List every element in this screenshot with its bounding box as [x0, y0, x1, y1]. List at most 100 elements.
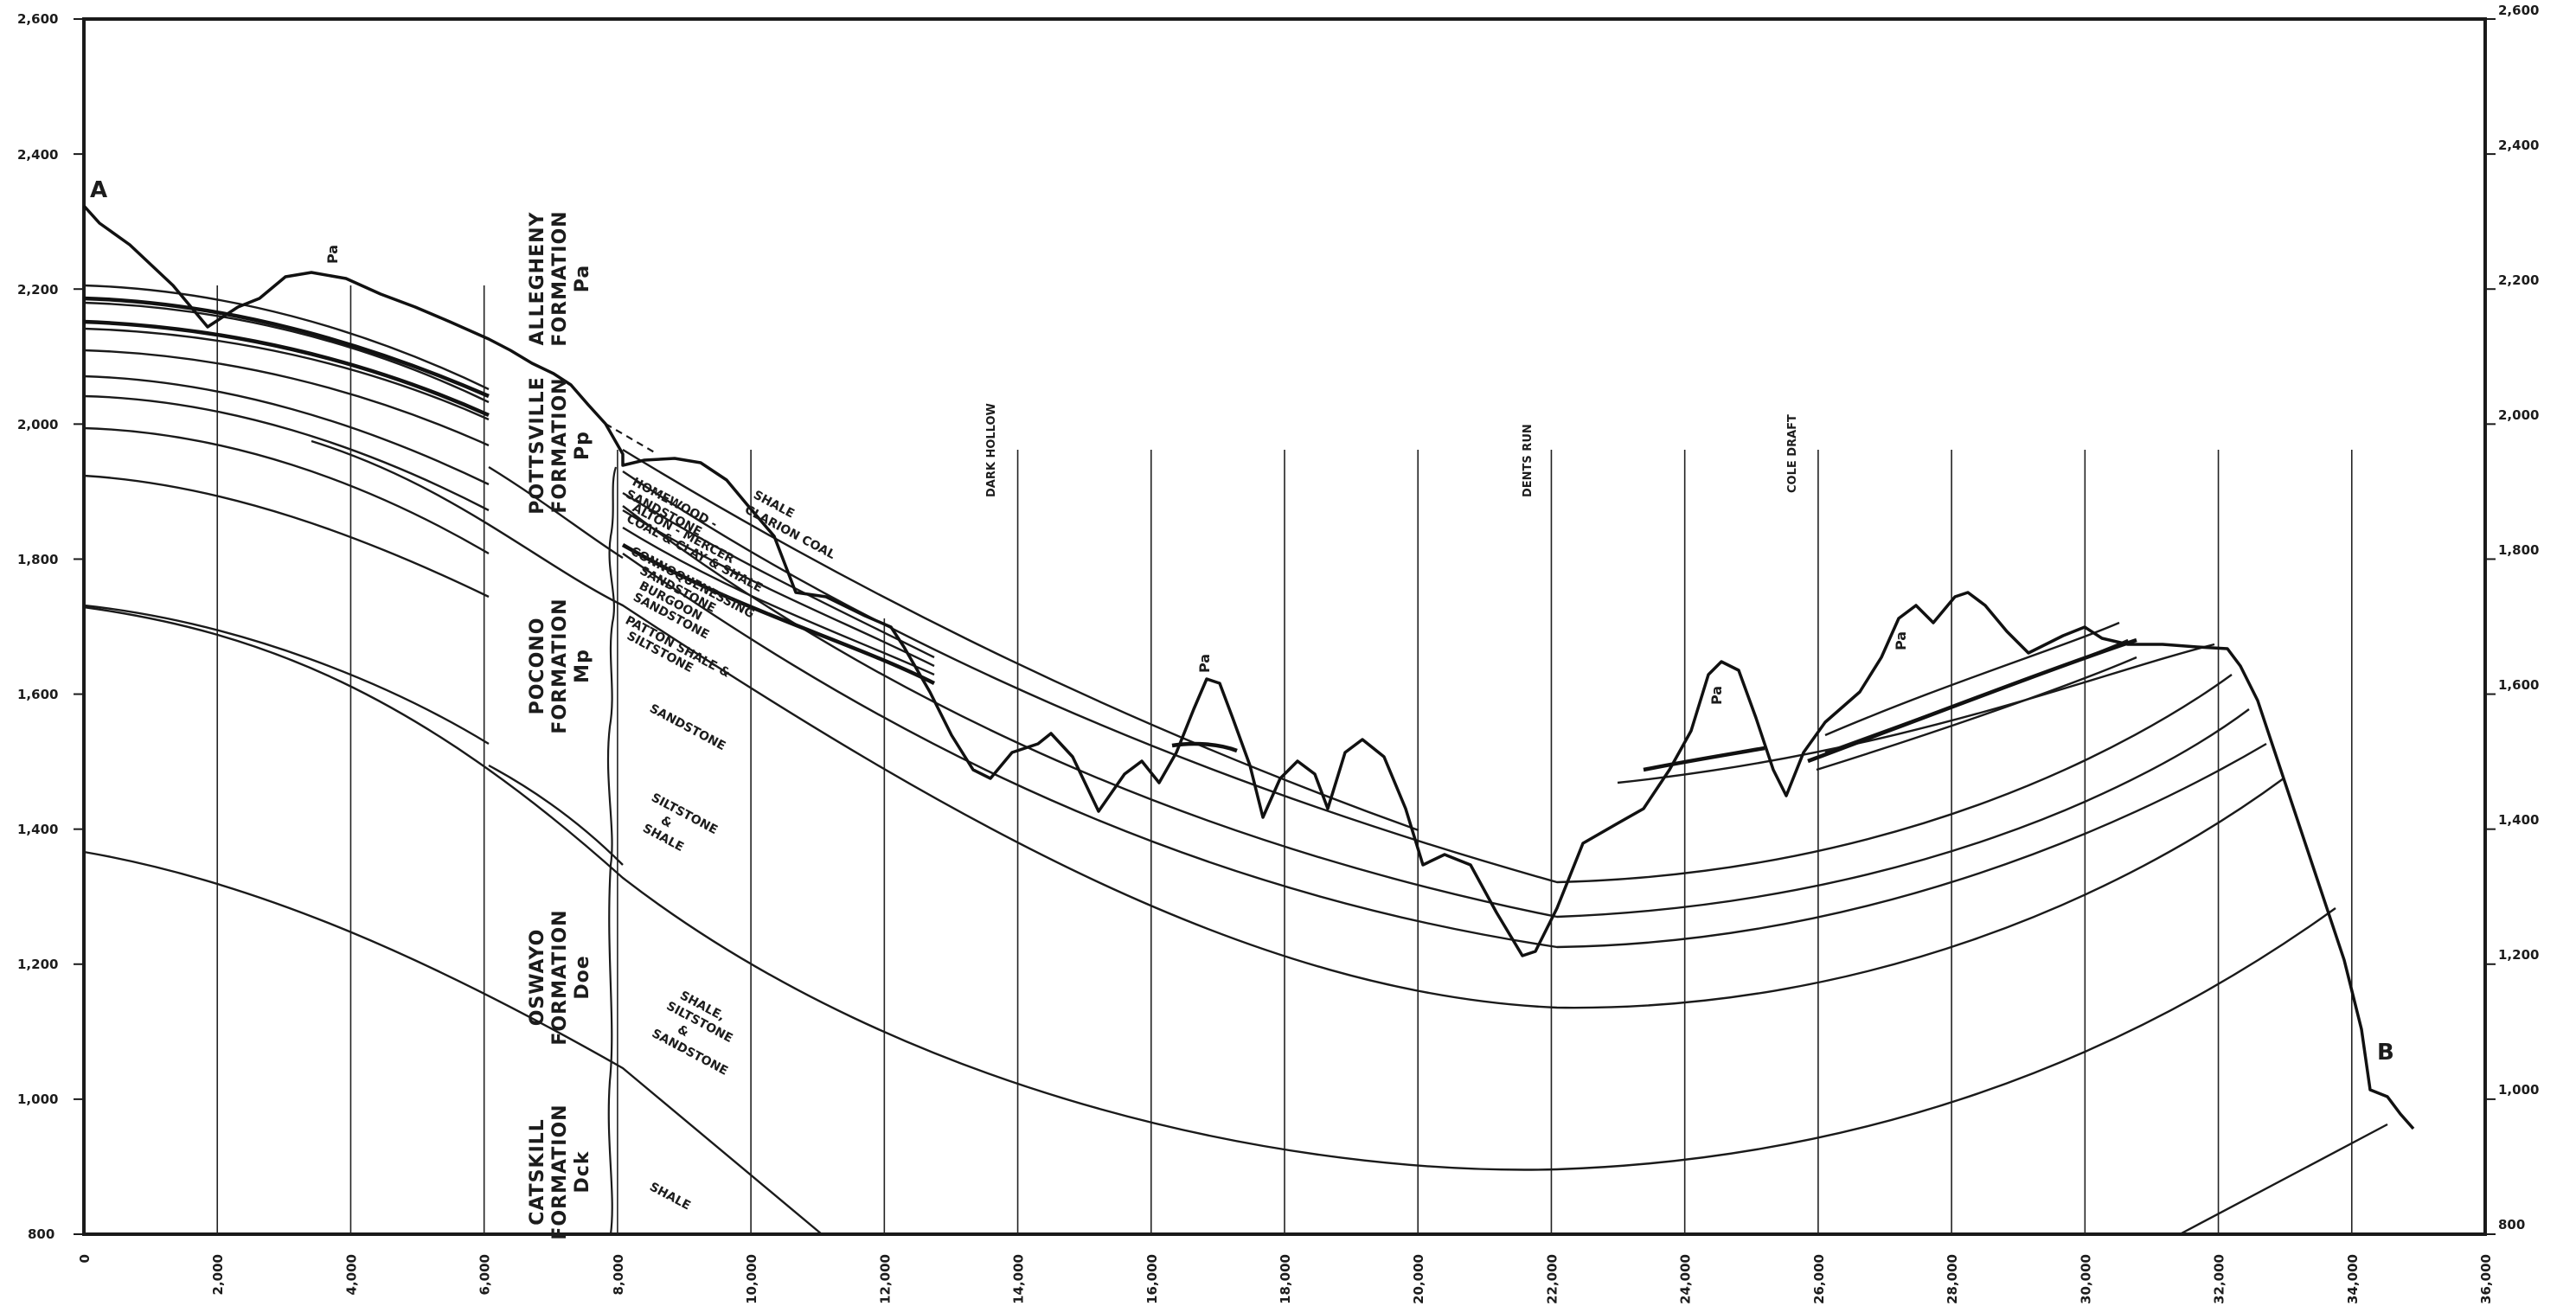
outcrop-label: Pa — [1708, 686, 1725, 705]
strata-left-6 — [83, 394, 490, 512]
formation-catskill: CATSKILL FORMATION Dck — [527, 1104, 593, 1239]
x-axis-tick-label: 20,000 — [1411, 1254, 1426, 1304]
x-axis-tick-label: 26,000 — [1811, 1254, 1827, 1304]
svg-text:DARK HOLLOW: DARK HOLLOW — [985, 403, 998, 497]
x-axis-tick-label: 16,000 — [1144, 1254, 1160, 1304]
strata-lines — [83, 284, 2388, 1236]
formation-allegheny: ALLEGHENY FORMATION Pa — [527, 210, 593, 346]
x-axis-tick-label: 8,000 — [611, 1254, 626, 1295]
label-siltstone-shale: SILTSTONE & SHALE — [640, 791, 720, 855]
coal-band-east-1 — [621, 543, 936, 686]
y-right-label: 2,600 — [2498, 3, 2539, 18]
y-left-label: 1,600 — [17, 687, 58, 702]
y-left-label: 2,400 — [17, 147, 58, 163]
coal-band-rise-2 — [1643, 746, 1765, 772]
y-right-label: 1,000 — [2498, 1082, 2539, 1098]
place-dents-run: DENTS RUN — [1522, 424, 1535, 497]
x-axis-tick-label: 28,000 — [1945, 1254, 1960, 1304]
x-axis-tick-label: 4,000 — [343, 1254, 359, 1295]
y-right-label: 2,200 — [2498, 272, 2539, 288]
svg-text:FORMATION: FORMATION — [549, 598, 571, 733]
label-shale-silt-sand: SHALE, SILTSTONE & SANDSTONE — [650, 989, 735, 1079]
dashed-contact — [605, 423, 658, 455]
x-axis-labels: 0 2,000 4,000 6,000 8,000 10,000 12,000 14,000 1… — [77, 1254, 2494, 1304]
catskill-top-contact — [83, 850, 823, 1235]
y-axis-right-labels: 2,600 2,400 2,200 2,000 1,800 1,600 1,40… — [2498, 3, 2539, 1232]
strata-left-3 — [83, 327, 490, 421]
pocono-siltstone-line — [622, 471, 2233, 884]
y-left-label: 1,200 — [17, 957, 58, 972]
svg-text:Mp: Mp — [572, 649, 593, 683]
y-left-label: 800 — [28, 1226, 54, 1242]
svg-text:ALLEGHENY: ALLEGHENY — [527, 211, 548, 345]
outcrop-label: Pa — [324, 245, 341, 264]
y-left-label: 2,000 — [17, 417, 58, 432]
svg-text:POTTSVILLE: POTTSVILLE — [527, 376, 548, 514]
y-left-label: 1,800 — [17, 552, 58, 567]
coal-bands — [83, 296, 2137, 772]
b-lower-strata — [2179, 1123, 2388, 1236]
strata-left-8 — [83, 474, 490, 599]
x-axis-tick-label: 32,000 — [2212, 1254, 2227, 1304]
svg-text:POCONO: POCONO — [527, 618, 548, 715]
strata-left-5 — [83, 375, 490, 486]
strata-left-1 — [83, 284, 490, 391]
vertical-grid-lines — [216, 285, 2353, 1234]
x-axis-tick-label: 2,000 — [210, 1254, 226, 1295]
outcrop-labels: Pa Pa Pa Pa — [324, 245, 1909, 705]
outcrop-label: Pa — [1196, 654, 1213, 673]
svg-text:COLE DRAFT: COLE DRAFT — [1786, 414, 1799, 493]
x-axis-tick-label: 22,000 — [1544, 1254, 1560, 1304]
svg-text:FORMATION: FORMATION — [549, 909, 571, 1045]
oswayo-top-contact — [311, 439, 2284, 1009]
y-left-label: 1,400 — [17, 822, 58, 837]
strata-left-7 — [83, 426, 490, 555]
y-right-label: 1,400 — [2498, 812, 2539, 828]
svg-text:Dck: Dck — [572, 1150, 593, 1193]
svg-text:FORMATION: FORMATION — [549, 377, 571, 513]
y-right-label: 1,600 — [2498, 677, 2539, 693]
y-left-label: 1,000 — [17, 1092, 58, 1107]
place-labels: DARK HOLLOW DENTS RUN COLE DRAFT — [985, 403, 1799, 497]
svg-text:Pp: Pp — [572, 431, 593, 460]
svg-text:FORMATION: FORMATION — [549, 210, 571, 346]
point-b-label: B — [2377, 1040, 2394, 1066]
y-right-label: 800 — [2498, 1217, 2525, 1232]
x-axis-tick-label: 6,000 — [477, 1254, 493, 1295]
burgoon-top-line — [1617, 643, 2215, 784]
y-left-label: 2,200 — [17, 282, 58, 298]
point-a-label: A — [90, 177, 107, 203]
pocono-sandstone-base — [622, 553, 2267, 949]
x-axis-tick-label: 0 — [77, 1254, 93, 1263]
coal-band-west-1 — [83, 296, 490, 399]
strata-left-2 — [83, 301, 490, 404]
pocono-left-contact — [488, 764, 624, 866]
coal-line-east-2 — [622, 509, 935, 668]
svg-text:SANDSTONE: SANDSTONE — [647, 701, 727, 753]
svg-text:Doe: Doe — [572, 955, 593, 999]
x-axis-tick-label: 14,000 — [1011, 1254, 1027, 1304]
strata-left-4 — [83, 349, 490, 447]
coal-band-rise-1 — [1807, 637, 2137, 764]
formation-oswayo: OSWAYO FORMATION Doe — [527, 909, 593, 1045]
x-axis-tick-label: 18,000 — [1278, 1254, 1293, 1304]
fault-pottsville — [606, 466, 618, 1235]
y-axis-tick-marks — [74, 18, 2496, 1235]
x-axis-tick-label: 30,000 — [2078, 1254, 2093, 1304]
coal-line-east-3 — [622, 526, 935, 676]
x-axis-tick-label: 12,000 — [877, 1254, 893, 1304]
svg-text:Pa: Pa — [572, 265, 593, 292]
svg-text:CATSKILL: CATSKILL — [527, 1118, 548, 1226]
pocono-sandstone-line — [622, 505, 2250, 919]
y-right-label: 2,000 — [2498, 407, 2539, 423]
outcrop-label: Pa — [1893, 631, 1909, 650]
lithology-labels: SHALE CLARION COAL HOMEWOOD - SANDSTONE … — [623, 475, 837, 1213]
svg-text:DENTS RUN: DENTS RUN — [1522, 424, 1535, 497]
strata-east-3 — [1816, 656, 2137, 771]
svg-text:FORMATION: FORMATION — [549, 1104, 571, 1239]
formation-pottsville: POTTSVILLE FORMATION Pp — [527, 376, 593, 514]
fault-traces — [605, 423, 658, 1235]
y-right-label: 1,800 — [2498, 542, 2539, 558]
topographic-profile — [82, 204, 2415, 1130]
